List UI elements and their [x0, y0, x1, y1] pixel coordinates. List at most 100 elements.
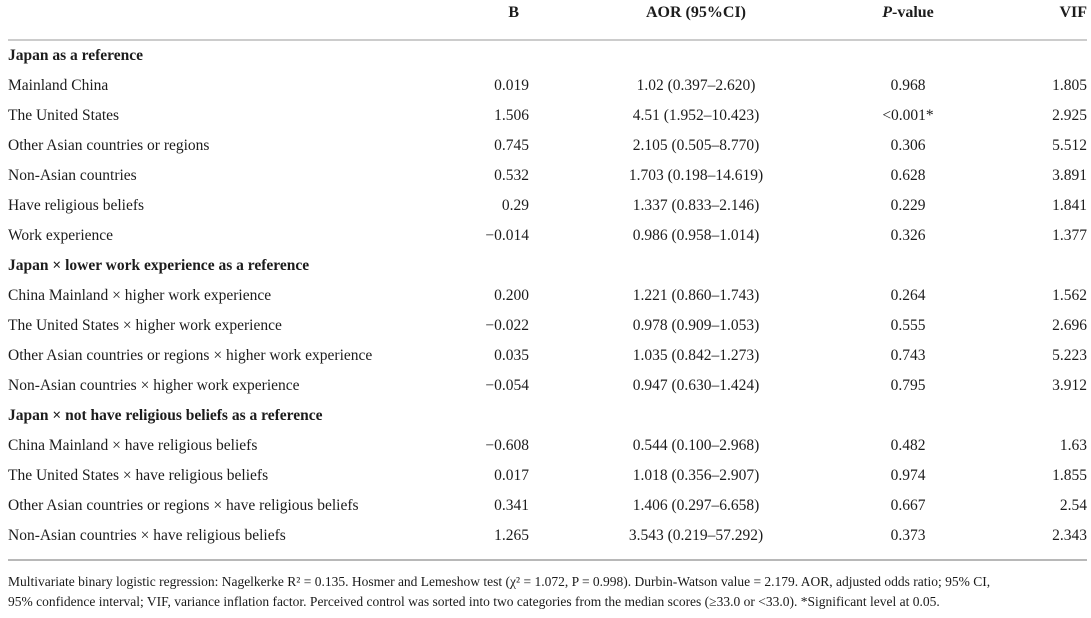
cell-p-value: 0.974 [890, 467, 926, 484]
cell-vif: 3.912 [1052, 377, 1087, 394]
table-row: Other Asian countries or regions × have … [8, 491, 1087, 521]
cell-b: −0.054 [485, 377, 529, 394]
section-header-row: Japan × lower work experience as a refer… [8, 251, 1087, 281]
header-row: B AOR (95%CI) P-value VIF [8, 0, 1087, 41]
table-row: Non-Asian countries 0.532 1.703 (0.198–14.… [8, 161, 1087, 191]
cell-p-value: 0.326 [890, 227, 926, 244]
cell-aor: 0.947 (0.630–1.424) [632, 377, 760, 394]
cell-aor: 1.406 (0.297–6.658) [632, 497, 760, 514]
row-label: Other Asian countries or regions × have … [8, 497, 359, 514]
table-row: Other Asian countries or regions 0.745 2.1… [8, 131, 1087, 161]
cell-aor: 1.703 (0.198–14.619) [628, 167, 764, 184]
row-label: Work experience [8, 227, 114, 244]
row-label: China Mainland × higher work experience [8, 287, 272, 304]
row-label: Other Asian countries or regions × highe… [8, 347, 373, 364]
cell-aor: 4.51 (1.952–10.423) [632, 107, 760, 124]
cell-aor: 1.035 (0.842–1.273) [632, 347, 760, 364]
cell-vif: 1.855 [1052, 467, 1087, 484]
table-row: Non-Asian countries × have religious bel… [8, 521, 1087, 551]
cell-b: 0.532 [494, 167, 529, 184]
cell-b: 0.29 [501, 197, 529, 214]
row-label: The United States × higher work experien… [8, 317, 282, 334]
section-header-row: Japan × not have religious beliefs as a … [8, 401, 1087, 431]
table-row: Other Asian countries or regions × highe… [8, 341, 1087, 371]
cell-p-value: 0.555 [890, 317, 926, 334]
table-body: Japan as a reference Mainland China 0.019 1… [8, 40, 1087, 551]
cell-p-value: 0.667 [890, 497, 926, 514]
cell-p-value: 0.968 [890, 77, 926, 94]
cell-b: 1.506 [494, 107, 529, 124]
cell-vif: 5.512 [1052, 137, 1087, 154]
cell-p-value: 0.482 [890, 437, 926, 454]
table-footnote: Multivariate binary logistic regression:… [8, 572, 1087, 612]
cell-vif: 1.377 [1052, 227, 1087, 244]
cell-vif: 2.925 [1052, 107, 1087, 124]
table-row: Mainland China 0.019 1.02 (0.397–2.620) 0.9… [8, 71, 1087, 101]
cell-vif: 1.63 [1059, 437, 1087, 454]
cell-aor: 1.221 (0.860–1.743) [632, 287, 760, 304]
cell-b: 0.341 [494, 497, 529, 514]
cell-vif: 2.696 [1052, 317, 1087, 334]
cell-aor: 0.986 (0.958–1.014) [632, 227, 760, 244]
cell-aor: 1.018 (0.356–2.907) [632, 467, 760, 484]
cell-aor: 0.544 (0.100–2.968) [632, 437, 760, 454]
table-row: The United States × higher work experien… [8, 311, 1087, 341]
cell-vif: 2.343 [1052, 527, 1087, 544]
cell-aor: 3.543 (0.219–57.292) [628, 527, 764, 544]
cell-vif: 1.805 [1052, 77, 1087, 94]
cell-b: 0.017 [494, 467, 529, 484]
section-header-label: Japan as a reference [8, 47, 144, 64]
footnote-line-1: Multivariate binary logistic regression:… [8, 574, 991, 589]
row-label: Non-Asian countries × higher work experi… [8, 377, 300, 394]
cell-vif: 2.54 [1059, 497, 1087, 514]
table-row: Work experience −0.014 0.986 (0.958–1.014)… [8, 221, 1087, 251]
cell-b: 0.019 [494, 77, 529, 94]
column-header-col-variable [8, 0, 463, 41]
cell-aor: 2.105 (0.505–8.770) [632, 137, 760, 154]
section-header-label: Japan × not have religious beliefs as a … [8, 407, 323, 424]
cell-b: −0.608 [485, 437, 529, 454]
cell-p-value: 0.795 [890, 377, 926, 394]
section-header-row: Japan as a reference [8, 40, 1087, 71]
column-header-italic-prefix: P [882, 4, 892, 21]
cell-vif: 5.223 [1052, 347, 1087, 364]
cell-vif: 3.891 [1052, 167, 1087, 184]
table-container: B AOR (95%CI) P-value VIF Japan as a refere… [8, 0, 1087, 561]
cell-vif: 1.562 [1052, 287, 1087, 304]
cell-b: −0.022 [485, 317, 529, 334]
table-row: Non-Asian countries × higher work experi… [8, 371, 1087, 401]
table-row: Have religious beliefs 0.29 1.337 (0.833–2… [8, 191, 1087, 221]
cell-b: 0.035 [494, 347, 529, 364]
cell-aor: 1.02 (0.397–2.620) [636, 77, 756, 94]
row-label: The United States [8, 107, 120, 124]
row-label: Mainland China [8, 77, 109, 94]
column-header-col-aor: AOR (95%CI) [529, 0, 863, 41]
cell-b: −0.014 [485, 227, 529, 244]
row-label: Other Asian countries or regions [8, 137, 210, 154]
table-row: The United States × have religious belie… [8, 461, 1087, 491]
cell-p-value: <0.001* [882, 107, 934, 124]
section-header-label: Japan × lower work experience as a refer… [8, 257, 310, 274]
cell-aor: 1.337 (0.833–2.146) [632, 197, 760, 214]
row-label: The United States × have religious belie… [8, 467, 269, 484]
table-row: China Mainland × higher work experience 0… [8, 281, 1087, 311]
cell-b: 0.200 [494, 287, 529, 304]
footnote-line-2: 95% confidence interval; VIF, variance i… [8, 594, 940, 609]
row-label: China Mainland × have religious beliefs [8, 437, 258, 454]
cell-p-value: 0.264 [890, 287, 926, 304]
row-label: Non-Asian countries × have religious bel… [8, 527, 286, 544]
column-header-col-b: B [463, 0, 529, 41]
table-header: B AOR (95%CI) P-value VIF [8, 0, 1087, 41]
column-header-col-p-value: P-value [863, 0, 953, 41]
cell-b: 1.265 [494, 527, 529, 544]
cell-b: 0.745 [494, 137, 529, 154]
regression-results-table: B AOR (95%CI) P-value VIF Japan as a refere… [8, 0, 1087, 551]
row-label: Have religious beliefs [8, 197, 145, 214]
table-row: The United States 1.506 4.51 (1.952–10.423… [8, 101, 1087, 131]
table-row: China Mainland × have religious beliefs −… [8, 431, 1087, 461]
cell-p-value: 0.306 [890, 137, 926, 154]
cell-aor: 0.978 (0.909–1.053) [632, 317, 760, 334]
cell-p-value: 0.229 [890, 197, 926, 214]
column-header-col-vif: VIF [953, 0, 1087, 41]
